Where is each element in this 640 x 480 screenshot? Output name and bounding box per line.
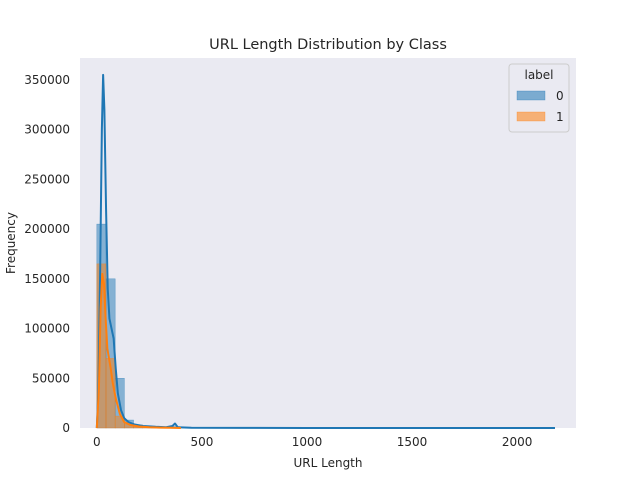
y-tick-label: 200000: [24, 222, 70, 236]
y-tick-label: 50000: [32, 371, 70, 385]
y-tick-label: 250000: [24, 172, 70, 186]
legend-label-1: 1: [556, 110, 564, 124]
y-axis-title: Frequency: [4, 212, 18, 274]
legend-label-0: 0: [556, 89, 564, 103]
x-axis: 0 500 1000 1500 2000: [93, 435, 532, 449]
y-tick-label: 100000: [24, 322, 70, 336]
legend-swatch-1: [516, 111, 546, 122]
y-tick-label: 0: [62, 421, 70, 435]
y-tick-label: 300000: [24, 123, 70, 137]
x-tick-label: 0: [93, 435, 101, 449]
x-tick-label: 1500: [397, 435, 428, 449]
legend-swatch-0: [516, 90, 546, 101]
legend: label 0 1: [508, 63, 570, 133]
kde-lines: [95, 73, 555, 429]
y-axis: 0 50000 100000 150000 200000 250000 300000 3500…: [24, 73, 70, 435]
x-tick-label: 2000: [502, 435, 533, 449]
chart-title: URL Length Distribution by Class: [209, 37, 447, 53]
bar-series-1-bin-0: [96, 263, 107, 429]
x-tick-label: 1000: [292, 435, 323, 449]
plot-background: [80, 58, 576, 428]
y-tick-label: 350000: [24, 73, 70, 87]
x-axis-title: URL Length: [293, 456, 362, 470]
kde-line-series-0: [95, 73, 555, 429]
legend-title: label: [524, 68, 553, 82]
y-tick-label: 150000: [24, 272, 70, 286]
x-tick-label: 500: [190, 435, 213, 449]
kde-line-series-1: [95, 272, 181, 429]
